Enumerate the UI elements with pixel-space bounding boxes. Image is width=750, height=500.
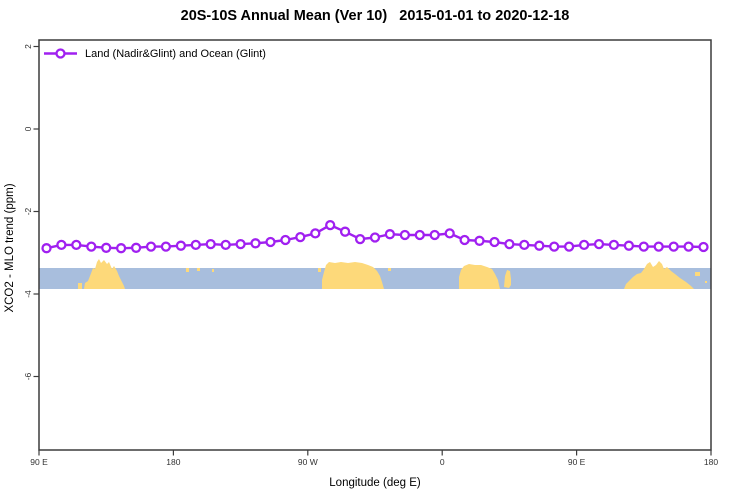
data-point-marker bbox=[384, 229, 396, 240]
data-point-marker bbox=[115, 243, 127, 254]
data-point-marker bbox=[444, 228, 455, 239]
data-point-marker bbox=[653, 241, 664, 252]
data-point-marker bbox=[220, 239, 231, 251]
data-point-marker bbox=[235, 238, 246, 250]
x-tick-label: 90 E bbox=[30, 457, 48, 467]
data-point-marker bbox=[638, 241, 649, 252]
data-point-marker bbox=[593, 238, 605, 250]
island-speck bbox=[78, 283, 82, 289]
data-point-marker bbox=[310, 228, 321, 239]
data-point-marker bbox=[578, 239, 590, 251]
data-point-marker bbox=[71, 239, 82, 251]
data-point-marker bbox=[399, 229, 411, 241]
data-point-marker bbox=[280, 234, 291, 246]
legend-label: Land (Nadir&Glint) and Ocean (Glint) bbox=[85, 48, 266, 60]
data-point-marker bbox=[145, 241, 157, 252]
land-polygon-australia-west bbox=[84, 259, 125, 289]
legend-sample-marker bbox=[55, 48, 66, 59]
data-point-marker bbox=[683, 241, 694, 252]
land-polygon-madagascar bbox=[504, 270, 511, 288]
data-point-marker bbox=[265, 236, 276, 248]
island-speck bbox=[695, 272, 700, 276]
data-point-marker bbox=[489, 236, 500, 248]
y-tick-label: 0 bbox=[23, 126, 33, 131]
data-point-marker bbox=[534, 240, 545, 251]
x-tick-label: 90 E bbox=[568, 457, 586, 467]
island-speck bbox=[388, 268, 391, 271]
data-point-marker bbox=[56, 239, 67, 251]
y-tick-label: -6 bbox=[23, 372, 33, 380]
x-tick-label: 90 W bbox=[298, 457, 318, 467]
plot-border bbox=[38, 39, 712, 451]
data-point-marker bbox=[519, 239, 530, 251]
data-point-marker bbox=[608, 239, 620, 251]
data-point-marker bbox=[86, 241, 97, 252]
data-point-marker bbox=[369, 232, 381, 243]
data-point-marker bbox=[190, 239, 201, 251]
data-point-marker bbox=[474, 235, 485, 246]
data-point-marker bbox=[354, 233, 366, 245]
x-tick-label: 0 bbox=[440, 457, 445, 467]
data-point-marker bbox=[41, 243, 52, 254]
land-polygon-africa bbox=[459, 264, 500, 289]
data-point-marker bbox=[414, 229, 425, 241]
land-polygon-australia-east bbox=[624, 261, 694, 289]
island-speck bbox=[212, 269, 214, 272]
data-point-marker bbox=[549, 241, 560, 252]
data-point-marker bbox=[339, 226, 351, 237]
x-tick-label: 180 bbox=[166, 457, 180, 467]
y-tick-label: -4 bbox=[23, 290, 33, 298]
data-point-marker bbox=[205, 238, 216, 250]
data-point-marker bbox=[429, 229, 440, 241]
data-point-marker bbox=[325, 219, 336, 231]
chart-title: 20S-10S Annual Mean (Ver 10) 2015-01-01 … bbox=[180, 8, 570, 24]
data-point-marker bbox=[175, 240, 187, 251]
data-point-marker bbox=[459, 234, 470, 246]
y-tick-label: 2 bbox=[23, 44, 33, 49]
land-polygon-south-america bbox=[322, 262, 384, 289]
island-speck bbox=[705, 281, 707, 283]
data-point-marker bbox=[623, 240, 635, 251]
data-point-marker bbox=[668, 241, 679, 252]
y-axis-title: XCO2 - MLO trend (ppm) bbox=[4, 183, 16, 312]
data-point-marker bbox=[160, 241, 172, 252]
data-point-marker bbox=[250, 238, 261, 249]
y-tick-label: -2 bbox=[23, 207, 33, 215]
island-speck bbox=[197, 268, 200, 271]
data-point-marker bbox=[504, 238, 515, 250]
data-point-marker bbox=[698, 241, 709, 253]
island-speck bbox=[318, 268, 321, 272]
x-axis-title: Longitude (deg E) bbox=[329, 477, 421, 489]
data-point-marker bbox=[295, 231, 306, 243]
data-point-marker bbox=[101, 242, 112, 253]
data-point-marker bbox=[130, 242, 142, 253]
data-point-marker bbox=[563, 241, 575, 252]
x-tick-label: 180 bbox=[704, 457, 718, 467]
island-speck bbox=[186, 268, 189, 272]
